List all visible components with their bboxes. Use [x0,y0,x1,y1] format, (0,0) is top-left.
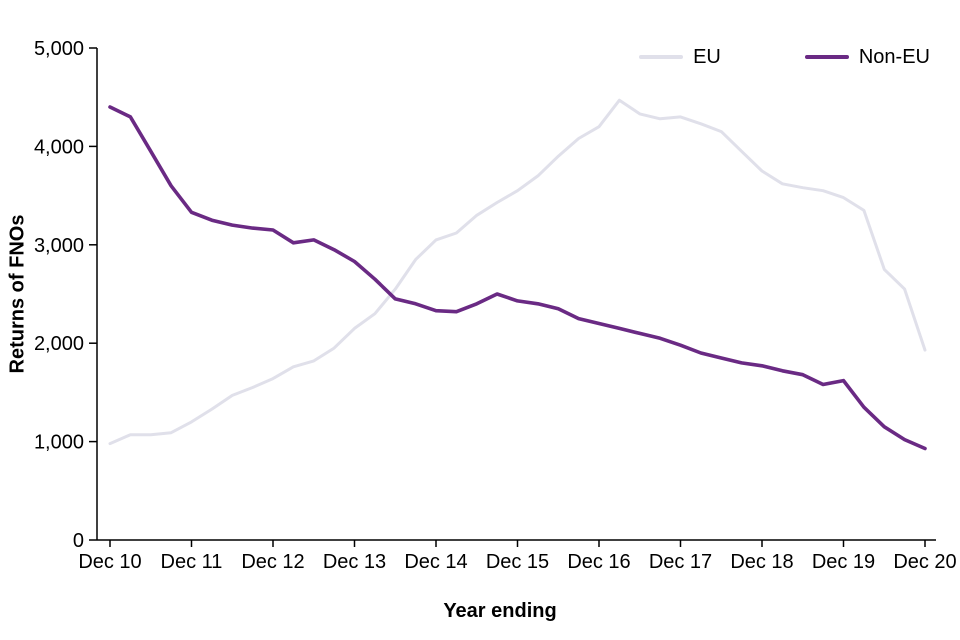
svg-text:3,000: 3,000 [34,235,84,257]
svg-text:Dec 11: Dec 11 [161,551,223,573]
svg-text:Dec 19: Dec 19 [812,551,875,573]
legend: EU Non-EU [639,46,930,68]
legend-item-non-eu: Non-EU [804,46,930,68]
non-eu-line-swatch [804,55,849,59]
legend-label-non-eu: Non-EU [858,46,930,68]
svg-text:Dec 12: Dec 12 [241,551,304,573]
svg-text:Dec 18: Dec 18 [730,551,793,573]
svg-text:Dec 14: Dec 14 [404,551,467,573]
svg-text:Dec 15: Dec 15 [486,551,549,573]
svg-text:Dec 13: Dec 13 [323,551,386,573]
svg-text:1,000: 1,000 [34,432,84,454]
svg-text:5,000: 5,000 [34,38,84,60]
y-axis-title: Returns of FNOs [6,214,29,374]
x-axis-title: Year ending [443,600,557,622]
svg-text:Dec 20: Dec 20 [893,551,956,573]
svg-text:4,000: 4,000 [34,136,84,158]
svg-text:Dec 16: Dec 16 [567,551,630,573]
svg-text:Dec 17: Dec 17 [649,551,712,573]
legend-item-eu: EU [639,46,721,68]
svg-text:0: 0 [73,530,84,552]
legend-label-eu: EU [693,46,721,68]
eu-line-swatch [639,55,684,59]
svg-text:2,000: 2,000 [34,333,84,355]
svg-text:Dec 10: Dec 10 [78,551,141,573]
